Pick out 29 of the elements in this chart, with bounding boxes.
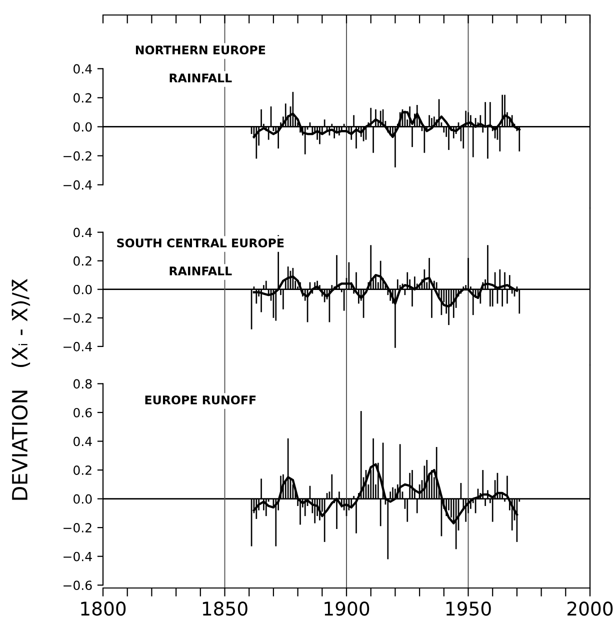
x-tick-label: 1950	[446, 602, 491, 616]
y-tick-label: −0.4	[64, 552, 92, 562]
text: EUROPE RUNOFF	[145, 395, 256, 404]
y-tick-label: −0.2	[64, 313, 92, 323]
text: NORTHERN EUROPE	[136, 45, 266, 54]
x-tick-label: 2000	[568, 602, 613, 616]
y-tick-label: −0.2	[64, 151, 92, 161]
x-tick-label: 1800	[81, 602, 126, 616]
y-tick-label: −0.2	[64, 523, 92, 532]
y-axis-title: DEVIATION (Xᵢ - X̄)/X̄	[12, 278, 30, 500]
y-tick-label: −0.4	[64, 342, 92, 352]
y-tick-label: 0.6	[74, 408, 92, 418]
y-tick-label: 0.0	[74, 494, 92, 504]
y-tick-label: 0.4	[74, 228, 92, 238]
text: RAINFALL	[170, 266, 232, 276]
y-tick-label: 0.0	[74, 284, 92, 294]
y-tick-label: 0.2	[74, 465, 92, 475]
x-tick-label: 1850	[202, 602, 248, 616]
text: SOUTH CENTRAL EUROPE	[117, 238, 284, 248]
y-tick-label: −0.6	[64, 580, 92, 590]
y-tick-label: 0.4	[74, 64, 92, 74]
text: RAINFALL	[170, 74, 232, 82]
y-tick-label: −0.4	[64, 180, 92, 190]
y-tick-label: 0.2	[74, 256, 92, 266]
y-tick-label: 0.2	[74, 93, 92, 103]
y-tick-label: 0.8	[74, 379, 92, 389]
x-tick-label: 1900	[324, 602, 370, 616]
y-tick-label: 0.0	[74, 122, 92, 132]
y-tick-label: 0.4	[74, 436, 92, 446]
